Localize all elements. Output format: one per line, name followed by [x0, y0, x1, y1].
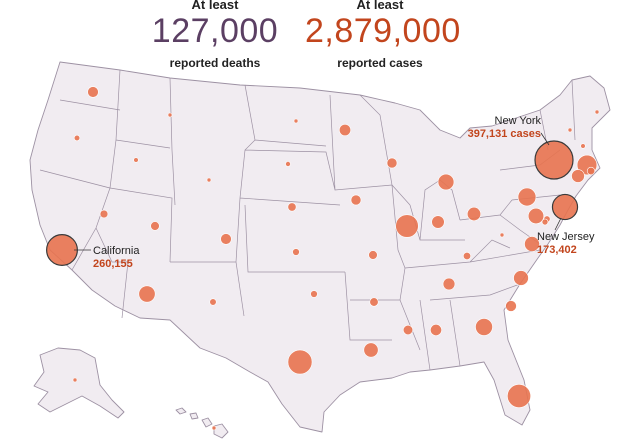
bubble-south-dakota[interactable]: [285, 161, 291, 167]
bubble-virginia[interactable]: [524, 236, 540, 252]
callout-name-new-york: New York: [495, 115, 542, 127]
bubble-nebraska[interactable]: [287, 202, 297, 212]
deaths-stat: At least 127,000 reported deaths: [150, 0, 280, 70]
bubble-district-of-columbia[interactable]: [541, 218, 549, 226]
callout-value-new-york: 397,131 cases: [468, 128, 541, 140]
bubble-north-dakota[interactable]: [293, 118, 299, 124]
bubble-maryland[interactable]: [527, 207, 545, 225]
bubble-kentucky[interactable]: [463, 252, 471, 260]
bubble-tennessee[interactable]: [442, 277, 456, 291]
bubble-california[interactable]: [46, 234, 78, 266]
bubble-alaska[interactable]: [72, 377, 78, 383]
bubble-texas[interactable]: [287, 349, 313, 375]
bubble-oklahoma[interactable]: [310, 290, 318, 298]
bubble-mississippi[interactable]: [402, 324, 414, 336]
bubble-michigan[interactable]: [437, 173, 455, 191]
bubble-connecticut[interactable]: [571, 169, 585, 183]
bubble-hawaii[interactable]: [211, 425, 217, 431]
bubble-wyoming[interactable]: [206, 177, 212, 183]
bubble-new-mexico[interactable]: [209, 298, 217, 306]
bubble-west-virginia[interactable]: [499, 232, 505, 238]
bubble-arizona[interactable]: [138, 285, 156, 303]
cases-caption: reported cases: [337, 56, 423, 70]
deaths-caption: reported deaths: [169, 56, 261, 70]
cases-stat: At least 2,879,000 reported cases: [305, 0, 461, 70]
bubble-oregon[interactable]: [73, 134, 81, 142]
callout-name-california: California: [93, 245, 140, 257]
bubble-vermont[interactable]: [567, 127, 573, 133]
bubble-new-hampshire[interactable]: [580, 143, 586, 149]
deaths-value: 127,000: [151, 12, 279, 50]
deaths-prefix: At least: [191, 0, 239, 12]
bubble-rhode-island[interactable]: [586, 166, 596, 176]
bubble-south-carolina[interactable]: [505, 300, 517, 312]
bubble-louisiana[interactable]: [363, 342, 379, 358]
bubble-colorado[interactable]: [220, 233, 232, 245]
bubble-layer: [46, 86, 600, 431]
bubble-ohio[interactable]: [466, 206, 482, 222]
bubble-indiana[interactable]: [431, 215, 445, 229]
callout-line-new-york: [540, 132, 550, 146]
bubble-arkansas[interactable]: [369, 297, 379, 307]
bubble-washington[interactable]: [87, 86, 99, 98]
bubble-wisconsin[interactable]: [386, 157, 398, 169]
bubble-utah[interactable]: [150, 221, 160, 231]
land-layer: [29, 61, 611, 439]
bubble-florida[interactable]: [507, 384, 531, 408]
map-outline-contiguous: [29, 61, 611, 433]
map-outline-hawaii: [175, 407, 229, 439]
bubble-kansas[interactable]: [292, 248, 300, 256]
bubble-alabama[interactable]: [430, 324, 442, 336]
bubble-montana[interactable]: [167, 112, 173, 118]
bubble-new-jersey[interactable]: [551, 193, 579, 221]
bubble-maine[interactable]: [594, 109, 600, 115]
cases-prefix: At least: [356, 0, 404, 12]
bubble-minnesota[interactable]: [338, 123, 352, 137]
bubble-nevada[interactable]: [99, 209, 109, 219]
bubble-north-carolina[interactable]: [513, 270, 529, 286]
callout-value-california: 260,155: [93, 258, 133, 270]
callout-value-new-jersey: 173,402: [537, 244, 577, 256]
bubble-iowa[interactable]: [350, 194, 362, 206]
bubble-georgia[interactable]: [475, 318, 493, 336]
bubble-new-york[interactable]: [534, 140, 574, 180]
bubble-idaho[interactable]: [133, 157, 139, 163]
bubble-illinois[interactable]: [395, 214, 419, 238]
bubble-missouri[interactable]: [368, 250, 378, 260]
map-outline-alaska: [33, 347, 125, 419]
bubble-pennsylvania[interactable]: [517, 187, 537, 207]
cases-value: 2,879,000: [305, 12, 461, 50]
callout-line-new-jersey: [554, 217, 562, 231]
callout-name-new-jersey: New Jersey: [537, 231, 595, 243]
